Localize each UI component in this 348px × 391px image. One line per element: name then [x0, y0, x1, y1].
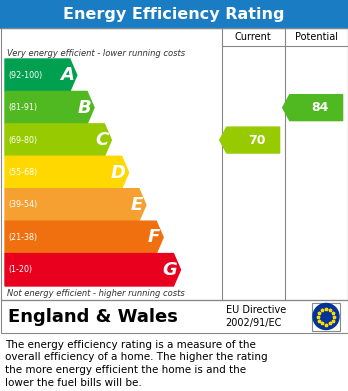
Text: Potential: Potential — [295, 32, 338, 42]
Text: F: F — [148, 228, 160, 246]
Text: (55-68): (55-68) — [8, 168, 37, 177]
Polygon shape — [5, 189, 146, 221]
Text: Energy Efficiency Rating: Energy Efficiency Rating — [63, 7, 285, 22]
Text: 84: 84 — [311, 101, 329, 114]
Bar — [0, 28, 348, 300]
Polygon shape — [283, 95, 343, 120]
Text: Not energy efficient - higher running costs: Not energy efficient - higher running co… — [7, 289, 185, 298]
Text: The energy efficiency rating is a measure of the: The energy efficiency rating is a measur… — [5, 340, 256, 350]
Text: England & Wales: England & Wales — [8, 307, 178, 325]
Polygon shape — [5, 91, 94, 124]
Text: C: C — [95, 131, 108, 149]
Polygon shape — [5, 124, 111, 156]
Text: Very energy efficient - lower running costs: Very energy efficient - lower running co… — [7, 50, 185, 59]
Text: (81-91): (81-91) — [8, 103, 37, 112]
Bar — [0, 0, 348, 28]
Text: Current: Current — [235, 32, 271, 42]
Polygon shape — [5, 59, 77, 91]
Polygon shape — [5, 156, 129, 189]
Text: D: D — [111, 163, 126, 181]
Text: 70: 70 — [248, 134, 266, 147]
Bar — [0, 300, 348, 333]
Polygon shape — [220, 127, 280, 153]
Text: (21-38): (21-38) — [8, 233, 37, 242]
Circle shape — [313, 303, 339, 330]
Text: B: B — [77, 99, 91, 117]
Text: E: E — [130, 196, 143, 214]
Text: (69-80): (69-80) — [8, 136, 37, 145]
Text: (92-100): (92-100) — [8, 71, 42, 80]
Bar — [312, 303, 340, 330]
Polygon shape — [5, 254, 181, 286]
Text: A: A — [60, 66, 74, 84]
Text: (39-54): (39-54) — [8, 201, 37, 210]
Text: lower the fuel bills will be.: lower the fuel bills will be. — [5, 378, 142, 388]
Polygon shape — [5, 221, 163, 254]
Text: (1-20): (1-20) — [8, 265, 32, 274]
Text: overall efficiency of a home. The higher the rating: overall efficiency of a home. The higher… — [5, 353, 268, 362]
Text: G: G — [163, 261, 177, 279]
Text: the more energy efficient the home is and the: the more energy efficient the home is an… — [5, 365, 246, 375]
Text: EU Directive
2002/91/EC: EU Directive 2002/91/EC — [226, 305, 286, 328]
